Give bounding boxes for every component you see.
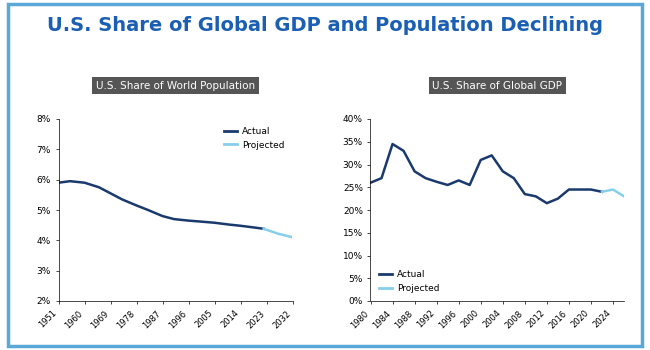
Legend: Actual, Projected: Actual, Projected xyxy=(220,124,288,153)
Legend: Actual, Projected: Actual, Projected xyxy=(375,267,443,296)
Text: U.S. Share of World Population: U.S. Share of World Population xyxy=(96,81,255,91)
Text: U.S. Share of Global GDP and Population Declining: U.S. Share of Global GDP and Population … xyxy=(47,16,603,35)
Text: U.S. Share of Global GDP: U.S. Share of Global GDP xyxy=(432,81,562,91)
